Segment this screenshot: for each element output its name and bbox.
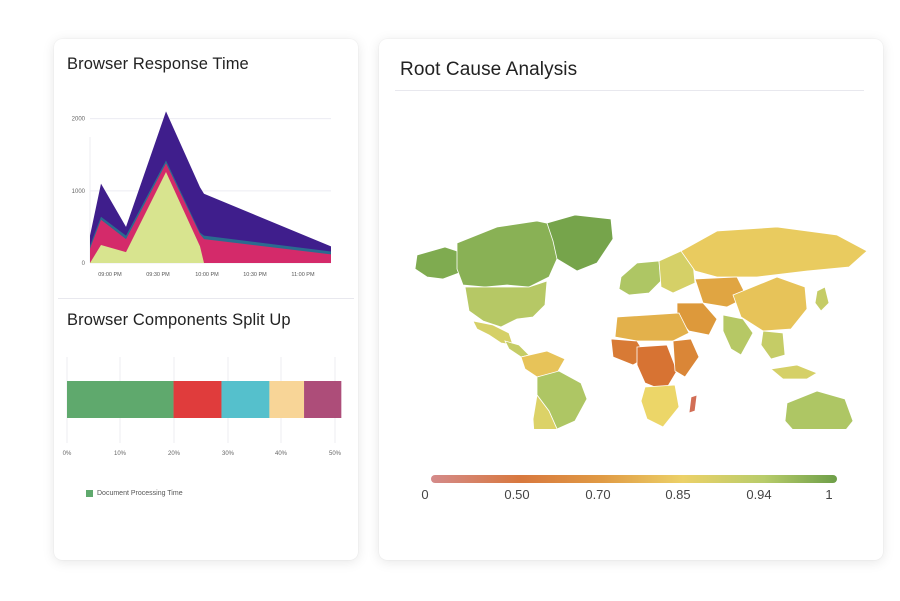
- x-tick-label: 30%: [222, 451, 235, 457]
- map-region[interactable]: [504, 340, 530, 358]
- left-panel: Browser Response Time 2000 1000 0 09:00 PM 0…: [54, 39, 358, 560]
- legend-label: Document Processing Time: [97, 490, 183, 497]
- legend-item[interactable]: Document Processing Time: [86, 490, 183, 497]
- map-region[interactable]: [814, 286, 830, 312]
- map-region[interactable]: [636, 344, 678, 392]
- x-tick-label: 09:00 PM: [98, 272, 122, 278]
- map-region[interactable]: [546, 214, 614, 272]
- map-region[interactable]: [464, 280, 548, 328]
- map-region[interactable]: [614, 312, 690, 342]
- scale-label: 1: [825, 487, 833, 502]
- y-tick-label: 0: [82, 261, 86, 267]
- map-region[interactable]: [618, 260, 662, 296]
- y-tick-label: 1000: [72, 189, 86, 195]
- x-tick-label: 20%: [168, 451, 181, 457]
- x-tick-label: 50%: [329, 451, 342, 457]
- color-scale-bar: [431, 475, 837, 483]
- world-map[interactable]: [379, 159, 883, 429]
- x-tick-label: 10:30 PM: [243, 272, 267, 278]
- scale-label: 0.85: [665, 487, 691, 502]
- scale-label: 0.70: [585, 487, 611, 502]
- map-region[interactable]: [760, 330, 786, 360]
- map-region[interactable]: [532, 394, 558, 429]
- x-tick-label: 10:00 PM: [195, 272, 219, 278]
- color-scale-labels: 0 0.50 0.70 0.85 0.94 1: [379, 487, 883, 503]
- response-time-title: Browser Response Time: [67, 55, 249, 73]
- components-chart: 0% 10% 20% 30% 40% 50%: [63, 357, 342, 457]
- map-region[interactable]: [770, 364, 818, 380]
- bar-segment: [173, 381, 222, 418]
- right-panel: Root Cause Analysis 0 0.50 0.70 0.85 0.9…: [379, 39, 883, 560]
- bar-segment: [269, 381, 305, 418]
- rca-title: Root Cause Analysis: [400, 59, 578, 80]
- bar-segment: [304, 381, 342, 418]
- bar-segment: [67, 381, 174, 418]
- legend-swatch: [86, 490, 93, 497]
- panel-divider: [395, 90, 864, 91]
- response-time-chart: 2000 1000 0 09:00 PM 09:30 PM 10:00 PM 10:30 P…: [72, 111, 331, 278]
- x-tick-label: 11:00 PM: [291, 272, 315, 278]
- x-tick-label: 09:30 PM: [146, 272, 170, 278]
- series-area: [90, 172, 331, 263]
- map-region[interactable]: [414, 246, 464, 280]
- y-tick-label: 2000: [72, 117, 86, 123]
- map-region[interactable]: [680, 226, 868, 278]
- scale-label: 0: [421, 487, 429, 502]
- map-region[interactable]: [784, 390, 854, 429]
- bar-segment: [221, 381, 270, 418]
- scale-label: 0.50: [504, 487, 530, 502]
- panel-divider: [58, 298, 354, 299]
- map-region[interactable]: [672, 338, 700, 378]
- x-tick-label: 40%: [275, 451, 288, 457]
- x-tick-label: 0%: [63, 451, 72, 457]
- map-region[interactable]: [722, 314, 754, 356]
- x-tick-label: 10%: [114, 451, 127, 457]
- components-title: Browser Components Split Up: [67, 311, 291, 329]
- scale-label: 0.94: [746, 487, 772, 502]
- map-region[interactable]: [640, 384, 680, 428]
- map-region[interactable]: [456, 220, 570, 288]
- map-region[interactable]: [732, 276, 808, 332]
- map-region[interactable]: [688, 394, 698, 414]
- scale-track: [431, 475, 837, 483]
